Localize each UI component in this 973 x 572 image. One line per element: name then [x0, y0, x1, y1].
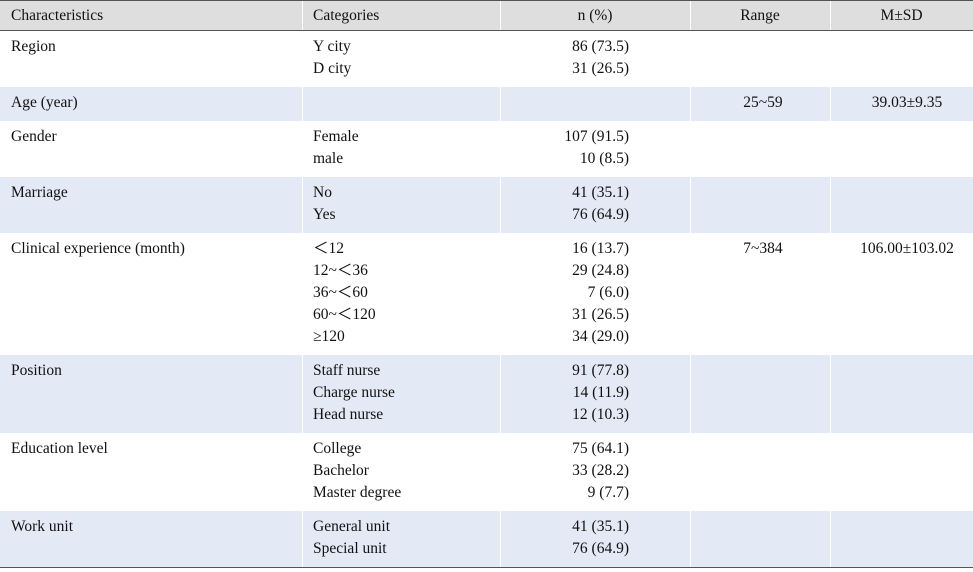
characteristic: Region [11, 38, 56, 55]
category: ＜12 [313, 240, 345, 257]
header-cell: Range [740, 7, 780, 24]
n-percent: 41 (35.1) [572, 184, 629, 201]
column-separator [500, 0, 501, 567]
top-rule [0, 0, 973, 1]
category: Master degree [313, 484, 402, 501]
mean-sd: 39.03±9.35 [871, 94, 943, 111]
category: Female [313, 128, 359, 145]
bottom-rule [0, 567, 973, 568]
category: No [313, 184, 332, 201]
n-percent: 31 (26.5) [572, 306, 629, 323]
category: Bachelor [313, 462, 369, 479]
characteristic: Gender [11, 128, 57, 145]
characteristic: Marriage [11, 184, 68, 201]
category: Y city [313, 38, 351, 55]
row-background [0, 433, 973, 511]
n-percent: 31 (26.5) [572, 60, 629, 77]
n-percent: 41 (35.1) [572, 518, 629, 535]
n-percent: 16 (13.7) [572, 240, 629, 257]
row-background [0, 121, 973, 177]
n-percent: 7 (6.0) [587, 284, 629, 301]
category: Charge nurse [313, 384, 395, 401]
n-percent: 76 (64.9) [572, 206, 629, 223]
row-background [0, 177, 973, 233]
category: male [313, 150, 344, 167]
n-percent: 33 (28.2) [572, 462, 629, 479]
characteristic: Work unit [11, 518, 74, 535]
category: ≥120 [313, 328, 345, 345]
column-separator [690, 0, 691, 567]
n-percent: 10 (8.5) [579, 150, 629, 167]
n-percent: 86 (73.5) [572, 38, 629, 55]
category: 12~＜36 [313, 262, 368, 279]
header-background [0, 0, 973, 31]
category: Head nurse [313, 406, 384, 423]
column-separator [830, 0, 831, 567]
n-percent: 34 (29.0) [572, 328, 629, 345]
mean-sd: 106.00±103.02 [860, 240, 954, 257]
category: Staff nurse [313, 362, 381, 379]
characteristic: Age (year) [11, 94, 78, 111]
header-cell: M±SD [880, 7, 923, 24]
n-percent: 29 (24.8) [572, 262, 629, 279]
characteristic: Clinical experience (month) [11, 240, 185, 257]
header-rule [0, 30, 973, 31]
n-percent: 91 (77.8) [572, 362, 629, 379]
row-background [0, 511, 973, 567]
category: College [313, 440, 362, 457]
n-percent: 107 (91.5) [564, 128, 629, 145]
category: 60~＜120 [313, 306, 376, 323]
n-percent: 9 (7.7) [587, 484, 629, 501]
range: 25~59 [743, 94, 783, 111]
row-background [0, 233, 973, 355]
n-percent: 75 (64.1) [572, 440, 629, 457]
header-cell: Characteristics [11, 7, 104, 24]
characteristic: Education level [11, 440, 108, 457]
range: 7~384 [743, 240, 783, 257]
category: Yes [313, 206, 336, 223]
category: D city [313, 60, 352, 77]
n-percent: 12 (10.3) [572, 406, 629, 423]
n-percent: 14 (11.9) [572, 384, 629, 401]
row-background [0, 31, 973, 87]
n-percent: 76 (64.9) [572, 540, 629, 557]
category: General unit [313, 518, 391, 535]
characteristic: Position [11, 362, 62, 379]
column-separator [302, 0, 303, 567]
header-cell: Categories [313, 7, 380, 24]
header-cell: n (%) [577, 7, 613, 24]
row-background [0, 87, 973, 121]
row-background [0, 355, 973, 433]
category: 36~＜60 [313, 284, 368, 301]
category: Special unit [313, 540, 387, 557]
